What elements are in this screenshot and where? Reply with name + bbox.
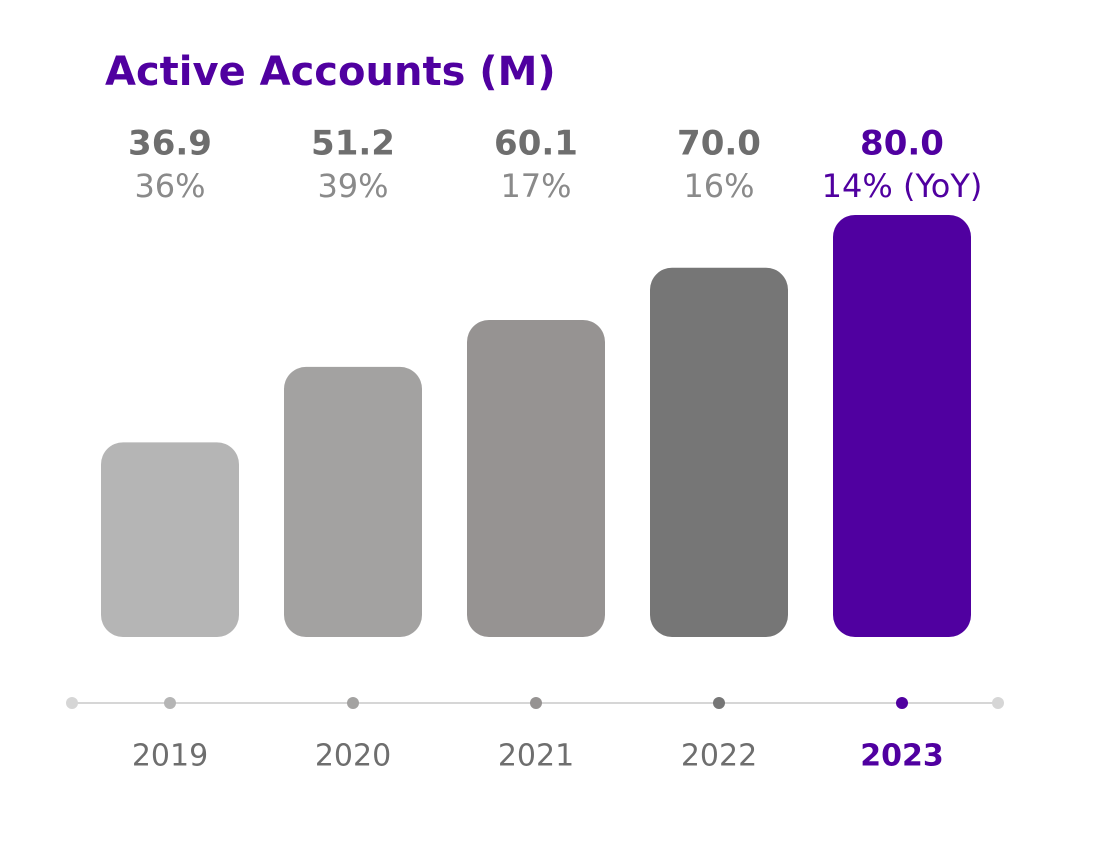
- value-label: 36.9: [128, 124, 212, 164]
- x-tick-label: 2022: [681, 739, 757, 774]
- chart-title: Active Accounts (M): [105, 49, 556, 95]
- bar: [101, 442, 239, 637]
- bar: [467, 319, 605, 637]
- value-label: 70.0: [677, 124, 761, 164]
- value-label: 80.0: [860, 124, 944, 164]
- growth-label: 36%: [134, 167, 205, 205]
- growth-label: 39%: [317, 167, 388, 205]
- axis-end: [992, 697, 1004, 709]
- x-tick-label: 2023: [860, 739, 944, 774]
- axis-dot: [896, 697, 908, 709]
- x-tick-label: 2021: [498, 739, 574, 774]
- axis-end: [66, 697, 78, 709]
- x-tick-label: 2020: [315, 739, 391, 774]
- x-tick-label: 2019: [132, 739, 208, 774]
- growth-label: 14% (YoY): [822, 167, 983, 205]
- bar: [833, 215, 971, 637]
- growth-label: 17%: [500, 167, 571, 205]
- bar: [650, 267, 788, 637]
- axis-dot: [164, 697, 176, 709]
- axis-dot: [713, 697, 725, 709]
- axis-dot: [347, 697, 359, 709]
- value-label: 51.2: [311, 124, 395, 164]
- growth-label: 16%: [683, 167, 754, 205]
- bar: [284, 366, 422, 637]
- value-label: 60.1: [494, 124, 578, 164]
- axis-dot: [530, 697, 542, 709]
